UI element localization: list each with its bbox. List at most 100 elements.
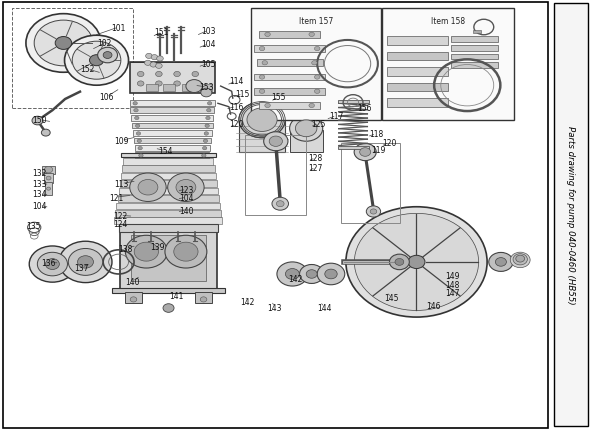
Circle shape [290,116,323,142]
Circle shape [360,148,371,157]
FancyBboxPatch shape [114,218,222,224]
FancyBboxPatch shape [146,85,158,92]
Circle shape [314,90,320,94]
Circle shape [277,262,308,286]
FancyBboxPatch shape [387,68,448,77]
FancyBboxPatch shape [119,224,218,232]
FancyBboxPatch shape [254,89,326,95]
Circle shape [314,76,320,80]
Circle shape [309,33,314,37]
Text: 136: 136 [41,259,56,267]
FancyBboxPatch shape [132,235,206,282]
Circle shape [136,125,140,128]
Circle shape [137,82,144,87]
Circle shape [157,57,163,62]
Circle shape [201,89,212,98]
Text: 104: 104 [32,201,47,210]
FancyBboxPatch shape [254,74,326,81]
Circle shape [163,304,174,313]
Circle shape [168,174,204,202]
Text: 102: 102 [97,40,112,48]
Circle shape [259,76,265,80]
Circle shape [72,42,121,80]
Circle shape [134,109,138,113]
Circle shape [355,214,478,311]
Circle shape [156,64,162,69]
Text: Parts drawing for pump 040-0460 (HB55): Parts drawing for pump 040-0460 (HB55) [566,126,575,304]
Text: Item 158: Item 158 [431,17,465,26]
Circle shape [489,253,513,272]
Circle shape [138,180,158,196]
FancyBboxPatch shape [553,4,588,426]
FancyBboxPatch shape [451,63,497,69]
Circle shape [206,117,210,120]
Text: 141: 141 [169,292,183,300]
FancyBboxPatch shape [124,292,142,303]
Text: 154: 154 [158,147,173,156]
FancyBboxPatch shape [337,146,369,150]
FancyBboxPatch shape [257,60,323,67]
FancyBboxPatch shape [112,289,225,294]
Text: 104: 104 [179,194,194,202]
Circle shape [513,254,527,265]
Circle shape [259,90,265,94]
Circle shape [26,15,101,73]
Text: 133: 133 [32,180,47,188]
Circle shape [138,147,142,150]
Circle shape [77,256,93,268]
Text: 146: 146 [427,302,441,310]
FancyBboxPatch shape [42,166,55,174]
Circle shape [286,269,299,280]
Text: 135: 135 [26,222,40,230]
Circle shape [366,206,381,218]
Circle shape [204,132,208,136]
Text: 156: 156 [357,104,371,113]
Circle shape [200,297,207,302]
Circle shape [135,117,139,120]
Text: 137: 137 [74,263,89,272]
Text: 147: 147 [445,289,460,298]
FancyBboxPatch shape [122,166,215,172]
FancyBboxPatch shape [132,116,214,121]
Text: 155: 155 [271,93,286,102]
Text: 132: 132 [32,169,47,177]
Circle shape [206,109,211,113]
Circle shape [44,167,53,174]
Circle shape [264,132,288,151]
Circle shape [59,242,112,283]
Text: 127: 127 [309,163,323,172]
Text: 119: 119 [371,146,386,155]
Circle shape [306,270,317,279]
Circle shape [34,21,93,67]
Text: 138: 138 [119,244,133,253]
Circle shape [174,72,181,77]
Circle shape [317,264,345,285]
Circle shape [145,61,151,66]
Text: 121: 121 [109,194,123,202]
Circle shape [165,236,207,268]
FancyBboxPatch shape [259,32,320,39]
FancyBboxPatch shape [45,183,52,196]
Circle shape [137,140,142,143]
FancyBboxPatch shape [121,173,216,180]
Circle shape [205,125,209,128]
FancyBboxPatch shape [259,103,320,110]
Circle shape [516,255,525,262]
Text: 152: 152 [80,65,94,74]
Circle shape [496,258,506,267]
Circle shape [247,109,277,132]
Text: 143: 143 [267,303,282,312]
FancyBboxPatch shape [44,173,53,184]
FancyBboxPatch shape [251,9,381,120]
Text: 148: 148 [445,280,460,289]
Circle shape [103,52,112,59]
FancyBboxPatch shape [133,131,212,137]
FancyBboxPatch shape [451,46,497,52]
Circle shape [272,198,289,211]
Circle shape [97,48,117,64]
Text: 103: 103 [201,27,216,35]
FancyBboxPatch shape [132,123,212,129]
Circle shape [150,63,157,68]
Circle shape [130,174,166,202]
Circle shape [137,72,144,77]
